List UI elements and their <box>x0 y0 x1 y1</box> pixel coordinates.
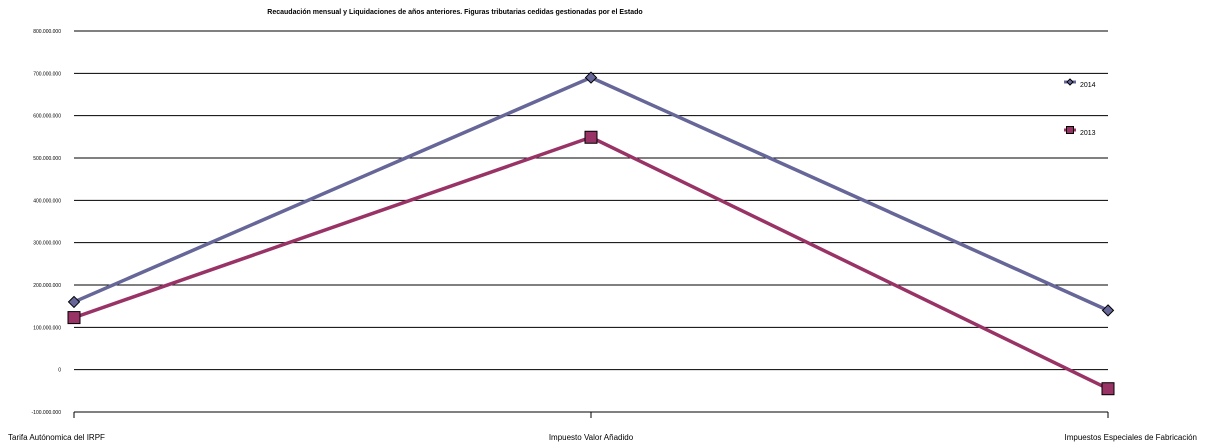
chart-title: Recaudación mensual y Liquidaciones de a… <box>267 9 642 16</box>
x-tick-label: Impuesto Valor Añadido <box>549 433 634 442</box>
data-point-2014 <box>67 295 81 309</box>
series-group <box>67 71 1115 396</box>
y-tick-label: 300.000.000 <box>33 241 61 247</box>
series-line-2014 <box>73 75 1109 312</box>
y-tick-label: 800.000.000 <box>33 29 61 35</box>
y-tick-label: 600.000.000 <box>33 114 61 120</box>
y-tick-label: 500.000.000 <box>33 156 61 162</box>
series-line-2013 <box>73 135 1109 391</box>
legend-label-2013: 2013 <box>1080 130 1096 137</box>
y-tick-label: -100.000.000 <box>32 410 62 416</box>
data-point-2013 <box>584 130 598 144</box>
x-axis: Tarifa Autónomica del IRPF Impuesto Valor… <box>8 411 1197 442</box>
y-tick-label: 100.000.000 <box>33 325 61 331</box>
legend-marker-2014 <box>1066 78 1074 86</box>
legend: 2014 2013 <box>1064 78 1096 137</box>
y-tick-label: 400.000.000 <box>33 198 61 204</box>
grid <box>74 30 1108 371</box>
y-tick-label: 700.000.000 <box>33 71 61 77</box>
legend-label-2014: 2014 <box>1080 82 1096 89</box>
legend-marker-2013 <box>1066 126 1074 134</box>
y-tick-label: 200.000.000 <box>33 283 61 289</box>
data-point-2014 <box>584 71 598 84</box>
x-tick-label: Tarifa Autónomica del IRPF <box>8 433 105 442</box>
y-axis: -100.000.000 0 100.000.000 200.000.000 300.0… <box>32 29 62 416</box>
y-tick-label: 0 <box>58 368 61 374</box>
data-point-2013 <box>1101 382 1115 396</box>
data-point-2014 <box>1101 304 1115 317</box>
data-point-2013 <box>67 311 81 325</box>
x-tick-label: Impuestos Especiales de Fabricación <box>1064 433 1197 442</box>
